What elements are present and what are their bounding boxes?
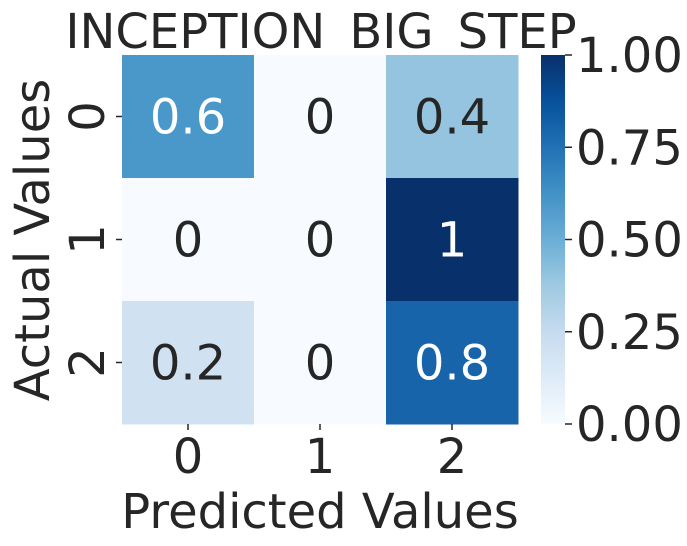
colorbar-tick-label-1: 0.25 <box>576 305 683 361</box>
heatmap-cell-2-1 <box>254 301 387 425</box>
x-tick-label-2: 2 <box>437 429 468 485</box>
x-axis-label: Predicted Values <box>121 484 518 540</box>
colorbar-tick-label-4: 1.00 <box>576 28 683 84</box>
heatmap-cell-1-2 <box>386 178 519 302</box>
x-tick-label-1: 1 <box>305 429 336 485</box>
colorbar-tick-label-3: 0.75 <box>576 120 683 176</box>
y-tick-labels: 0 1 2 <box>60 101 122 378</box>
heatmap-cell-2-0 <box>122 301 255 425</box>
cell-value-label-1-0: 0 <box>173 213 204 269</box>
cell-value-label-1-2: 1 <box>437 213 468 269</box>
heatmap-grid: 0.6 0 0.4 0 0 1 0.2 0 0.8 <box>122 55 519 425</box>
cell-value-label-0-1: 0 <box>305 90 336 146</box>
colorbar-tick-label-0: 0.00 <box>576 397 683 453</box>
cell-value-label-2-1: 0 <box>305 336 336 392</box>
chart-title: INCEPTION_BIG_STEP <box>65 4 576 60</box>
cell-value-label-2-0: 0.2 <box>150 336 226 392</box>
cell-value-label-0-2: 0.4 <box>414 90 490 146</box>
heatmap-cell-1-1 <box>254 178 387 302</box>
cell-value-label-2-2: 0.8 <box>414 336 490 392</box>
colorbar <box>541 55 565 424</box>
colorbar-ticks: 0.00 0.25 0.50 0.75 1.00 <box>565 28 683 453</box>
x-tick-labels: 0 1 2 <box>173 424 468 485</box>
heatmap-cell-0-0 <box>122 55 255 179</box>
y-axis-label: Actual Values <box>5 79 61 401</box>
heatmap-cell-1-0 <box>122 178 255 302</box>
x-tick-label-0: 0 <box>173 429 204 485</box>
colorbar-tick-label-2: 0.50 <box>576 213 683 269</box>
y-tick-label-1: 1 <box>60 224 116 255</box>
y-tick-label-0: 0 <box>60 101 116 132</box>
heatmap-cell-0-1 <box>254 55 387 179</box>
cell-value-label-0-0: 0.6 <box>150 90 226 146</box>
heatmap-cell-0-2 <box>386 55 519 179</box>
cell-value-label-1-1: 0 <box>305 213 336 269</box>
y-tick-label-2: 2 <box>60 347 116 378</box>
heatmap-cell-2-2 <box>386 301 519 425</box>
